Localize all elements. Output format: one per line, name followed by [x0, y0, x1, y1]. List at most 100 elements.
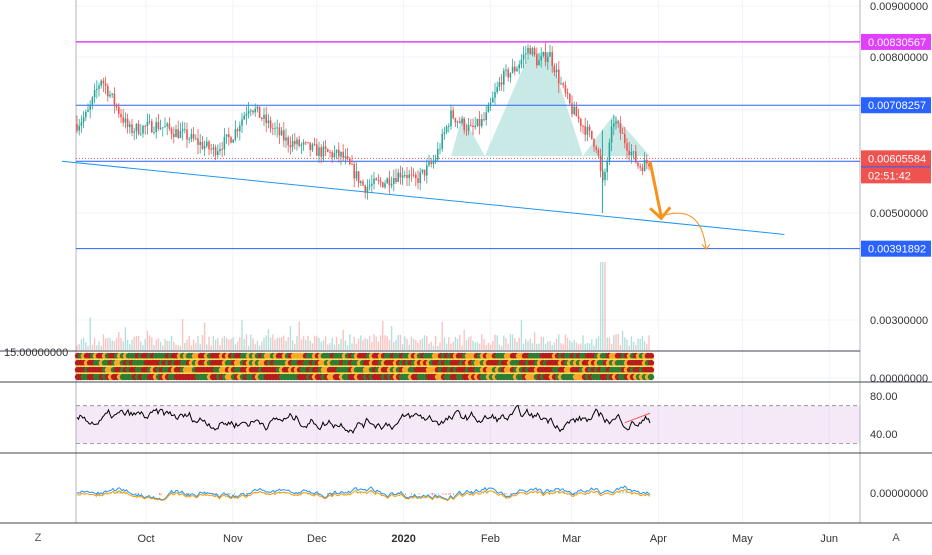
candle-body	[483, 119, 485, 120]
candle-body	[399, 172, 402, 178]
month-tick-label: Nov	[223, 533, 243, 545]
price-scale-tick-label: 0.00500000	[870, 208, 928, 220]
candle-body	[432, 161, 435, 164]
histogram-bar	[120, 491, 121, 494]
volume-bar	[173, 341, 175, 350]
candle-body	[93, 90, 96, 98]
candle-body	[459, 121, 461, 123]
volume-bar	[329, 342, 331, 350]
volume-bar	[571, 342, 573, 350]
candle-body	[135, 123, 138, 132]
candle-body	[635, 151, 637, 163]
candle-body	[98, 85, 100, 89]
volume-bar	[305, 339, 307, 350]
price-level-tag-bg	[861, 97, 931, 114]
histogram-bar	[103, 492, 105, 494]
volume-bar	[463, 329, 465, 350]
candle-body	[476, 118, 479, 126]
volume-bar	[276, 337, 278, 350]
candle-body	[632, 151, 635, 153]
histogram-bar	[493, 491, 495, 494]
price-level-tag-bg	[861, 240, 931, 257]
candle-body	[404, 175, 406, 176]
candle-body	[386, 178, 388, 184]
volume-bar	[302, 335, 305, 350]
candle-body	[434, 159, 437, 162]
volume-bar	[445, 343, 448, 350]
candle-body	[423, 169, 426, 176]
auto-scale-button[interactable]: A	[892, 532, 900, 544]
candle-body	[316, 144, 318, 156]
candle-body	[186, 129, 188, 140]
volume-bar	[428, 343, 430, 350]
volume-bar	[558, 334, 560, 350]
volume-bar	[439, 342, 441, 350]
support-trendline	[61, 160, 785, 235]
volume-bar	[562, 344, 564, 350]
candle-body	[478, 118, 481, 127]
candle-body	[252, 110, 254, 113]
histogram-bar	[471, 492, 472, 494]
volume-bar	[168, 341, 171, 350]
histogram-bar	[558, 491, 559, 494]
volume-bar	[287, 337, 289, 350]
month-tick-label: May	[732, 533, 753, 545]
volume-bar	[159, 341, 162, 350]
volume-bar	[604, 262, 606, 350]
candle-body	[140, 133, 142, 135]
histogram-bar	[246, 493, 247, 495]
volume-bar	[597, 336, 600, 350]
countdown-tag-bg	[861, 167, 931, 184]
volume-bar	[146, 330, 149, 350]
candle-body	[487, 105, 490, 113]
candle-body	[87, 109, 89, 112]
volume-bar	[250, 334, 252, 350]
candle-body	[353, 164, 355, 179]
candle-body	[377, 180, 380, 181]
candle-body	[197, 138, 199, 145]
candle-body	[582, 125, 584, 127]
volume-bar	[426, 336, 428, 350]
candle-body	[245, 113, 248, 116]
timezone-button[interactable]: Z	[34, 532, 42, 544]
candle-body	[520, 59, 523, 65]
volume-bar	[461, 345, 463, 350]
histogram-bar	[214, 493, 216, 495]
volume-bar	[423, 335, 426, 350]
volume-bar	[536, 343, 538, 350]
volume-bar	[485, 345, 487, 350]
volume-bar	[89, 317, 91, 350]
volume-bar	[467, 337, 470, 350]
candle-body	[109, 94, 111, 97]
candle-body	[221, 148, 223, 150]
candle-body	[243, 115, 245, 120]
histogram-bar	[229, 493, 231, 495]
volume-bar	[368, 335, 371, 350]
candle-body	[472, 125, 474, 127]
candle-body	[133, 131, 135, 133]
candle-body	[177, 129, 179, 138]
volume-bar	[144, 339, 146, 350]
volume-bar	[379, 335, 382, 350]
histogram-bar	[541, 492, 543, 494]
candle-body	[613, 123, 615, 127]
volume-bar	[375, 336, 377, 350]
histogram-bar	[279, 491, 280, 494]
volume-bar	[355, 343, 358, 350]
volume-bar	[120, 338, 122, 350]
histogram-bar	[622, 491, 624, 494]
candle-body	[415, 174, 417, 179]
price-level-tag: 0.00708257	[861, 97, 931, 114]
volume-bar	[492, 340, 494, 350]
histogram-bar	[331, 493, 333, 495]
histogram-bar	[204, 492, 205, 494]
volume-bar	[626, 339, 628, 350]
candle-body	[155, 122, 157, 133]
candle-body	[91, 97, 94, 105]
volume-bar	[459, 334, 461, 350]
volume-bar	[476, 341, 479, 350]
candle-body	[481, 119, 483, 127]
projection-arrowhead	[701, 243, 711, 251]
